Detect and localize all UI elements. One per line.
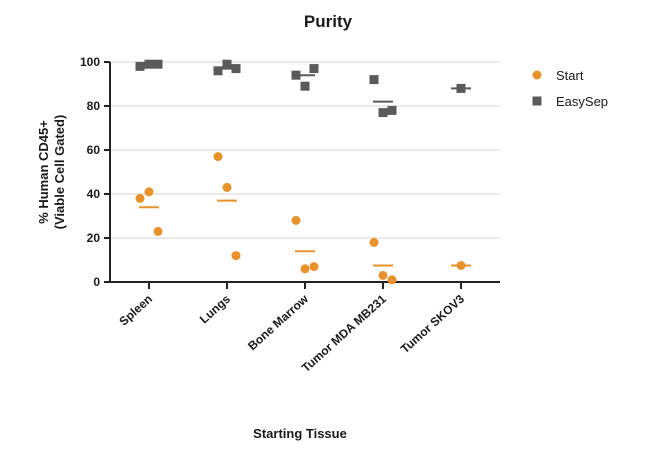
x-tick-label: Bone Marrow (245, 291, 311, 353)
start-point (144, 187, 154, 197)
y-ticks: 0 20 40 60 80 100 (80, 55, 110, 289)
start-point (153, 226, 163, 236)
start-point (369, 237, 379, 247)
legend: Start EasySep (532, 68, 608, 109)
start-point (456, 261, 466, 270)
start-point (387, 275, 397, 285)
x-tick-label: Tumor SKOV3 (398, 292, 467, 356)
easysep-point (387, 105, 397, 115)
easysep-point (135, 61, 145, 71)
start-point (231, 251, 241, 261)
easysep-point (144, 59, 154, 69)
start-point (378, 270, 388, 280)
legend-label: Start (556, 68, 584, 83)
easysep-point (231, 64, 241, 74)
legend-start-marker (532, 70, 542, 80)
easysep-point (291, 70, 301, 80)
legend-label: EasySep (556, 94, 608, 109)
y-axis-label: % Human CD45+ (36, 120, 51, 224)
x-tick-label: Tumor MDA MB231 (299, 292, 389, 375)
start-point (309, 262, 319, 272)
start-point (222, 182, 232, 192)
y-tick-label: 80 (87, 99, 101, 113)
gridlines (110, 61, 500, 239)
start-point (135, 193, 145, 203)
x-axis-label: Starting Tissue (253, 426, 347, 441)
easysep-point (153, 59, 163, 69)
x-tick-label: Lungs (197, 292, 233, 327)
y-tick-label: 20 (87, 231, 101, 245)
y-tick-label: 0 (93, 275, 100, 289)
easysep-point (309, 64, 319, 74)
start-point (300, 264, 310, 274)
easysep-point (300, 81, 310, 91)
easysep-point (369, 75, 379, 85)
mean-lines (139, 63, 471, 267)
y-tick-label: 60 (87, 143, 101, 157)
easysep-point (213, 66, 223, 76)
start-point (213, 152, 223, 162)
easysep-point (378, 108, 388, 118)
y-axis-sublabel: (Viable Cell Gated) (52, 115, 67, 230)
x-tick-label: Spleen (116, 292, 155, 329)
axes (109, 62, 500, 283)
easysep-point (222, 59, 232, 69)
data-points (135, 59, 466, 285)
legend-easysep-marker (532, 96, 542, 106)
y-tick-label: 100 (80, 55, 100, 69)
start-point (291, 215, 301, 225)
chart-title: Purity (304, 12, 353, 31)
y-tick-label: 40 (87, 187, 101, 201)
easysep-point (456, 83, 466, 93)
